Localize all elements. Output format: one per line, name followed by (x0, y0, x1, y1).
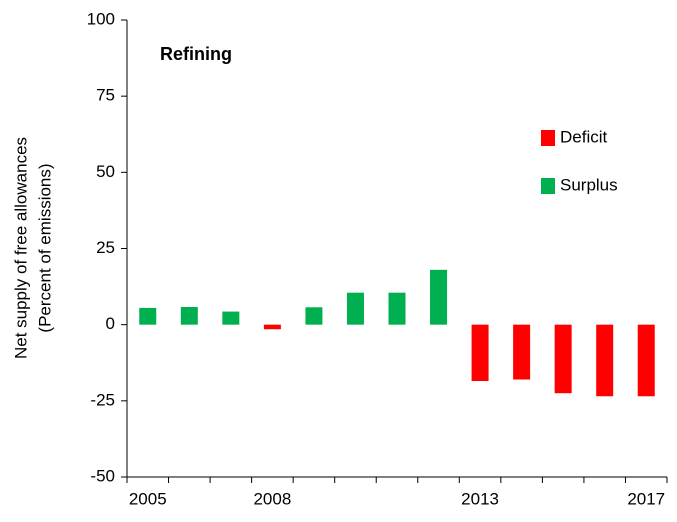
bar (596, 324, 614, 397)
y-axis-label: (Percent of emissions) (35, 163, 54, 332)
bar (430, 269, 448, 325)
bar (222, 311, 240, 325)
y-tick-label: -50 (90, 466, 115, 485)
y-tick-label: 0 (106, 314, 115, 333)
x-tick-label: 2008 (253, 489, 291, 508)
bar (554, 324, 572, 394)
y-tick-label: 100 (87, 9, 115, 28)
bar (346, 292, 364, 325)
bar (139, 307, 157, 325)
bar (305, 307, 323, 325)
bar (263, 324, 281, 330)
legend-swatch (541, 130, 555, 146)
x-tick-label: 2005 (129, 489, 167, 508)
bar (388, 292, 406, 325)
x-tick-label: 2017 (627, 489, 665, 508)
y-tick-label: 50 (96, 162, 115, 181)
legend-label: Surplus (560, 175, 618, 194)
legend-label: Deficit (560, 127, 608, 146)
y-axis-label: Net supply of free allowances (11, 137, 30, 359)
bar (637, 324, 655, 397)
y-tick-label: 75 (96, 86, 115, 105)
x-tick-label: 2013 (461, 489, 499, 508)
legend-swatch (541, 178, 555, 194)
bar (471, 324, 489, 382)
bar (513, 324, 531, 380)
y-tick-label: 25 (96, 238, 115, 257)
chart-title: Refining (160, 44, 232, 64)
y-tick-label: -25 (90, 390, 115, 409)
bar (180, 306, 198, 325)
